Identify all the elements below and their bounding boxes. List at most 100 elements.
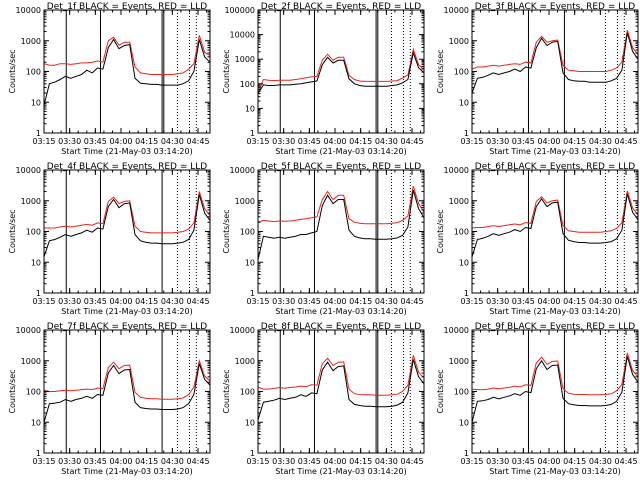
x-tick-label: 04:15	[349, 457, 372, 466]
x-tick-label: 04:45	[186, 297, 209, 306]
x-tick-label: 04:30	[375, 297, 398, 306]
chart-title: Det_2f BLACK = Events, RED = LLD	[261, 2, 421, 12]
y-tick-label: 10	[31, 258, 41, 267]
y-tick-label: 100	[454, 388, 469, 397]
x-tick-label: 04:15	[349, 297, 372, 306]
y-tick-label: 10	[245, 418, 255, 427]
x-tick-label: 04:45	[614, 297, 637, 306]
x-tick-label: 04:15	[135, 297, 158, 306]
plot-frame	[471, 9, 639, 134]
y-tick-label: 1000	[235, 55, 255, 64]
x-tick-label: 04:45	[400, 297, 423, 306]
y-tick-label: 10000	[230, 31, 255, 40]
x-tick-label: 03:45	[84, 297, 107, 306]
y-tick-label: 10	[459, 418, 469, 427]
x-tick-label: 03:15	[32, 297, 55, 306]
y-axis-label: Counts/sec	[8, 369, 17, 413]
chart-panel-det-7f: Det_7f BLACK = Events, RED = LLD 1 10 100 10…	[8, 322, 211, 476]
x-axis-label: Start Time (21-May-03 03:14:20)	[61, 307, 192, 316]
y-axis-label: Counts/sec	[436, 369, 445, 413]
y-tick-label: 1000	[449, 37, 469, 46]
y-tick-label: 10000	[16, 326, 41, 335]
y-tick-label: 1	[36, 449, 41, 458]
plot-frame	[257, 9, 425, 134]
chart-title: Det_3f BLACK = Events, RED = LLD	[475, 2, 635, 12]
chart-panel-det-4f: Det_4f BLACK = Events, RED = LLD 1 10 100 10…	[8, 162, 211, 316]
series-line-lld	[471, 30, 639, 72]
chart-title: Det_9f BLACK = Events, RED = LLD	[475, 322, 635, 332]
x-tick-label: 04:30	[161, 457, 184, 466]
series-line-events	[257, 190, 425, 260]
series-line-events	[257, 359, 425, 420]
x-tick-label: 03:30	[486, 297, 509, 306]
y-tick-label: 100000	[224, 6, 255, 15]
y-axis-label: Counts/sec	[8, 209, 17, 253]
y-tick-label: 1000	[449, 197, 469, 206]
x-tick-label: 03:45	[512, 457, 535, 466]
x-tick-label: 03:15	[460, 297, 483, 306]
chart-panel-det-1f: Det_1f BLACK = Events, RED = LLD 1 10 100 10…	[8, 2, 211, 156]
x-tick-label: 03:15	[246, 297, 269, 306]
x-tick-label: 04:00	[109, 457, 132, 466]
x-tick-label: 03:45	[512, 137, 535, 146]
x-axis-label: Start Time (21-May-03 03:14:20)	[489, 307, 620, 316]
x-tick-label: 03:15	[32, 137, 55, 146]
y-axis-label: Counts/sec	[222, 209, 231, 253]
chart-panel-det-2f: Det_2f BLACK = Events, RED = LLD 1 10 100 10…	[222, 2, 425, 156]
plot-frame	[43, 329, 211, 454]
plot-frame	[257, 169, 425, 294]
y-tick-label: 1	[250, 289, 255, 298]
x-tick-label: 04:30	[161, 297, 184, 306]
x-tick-label: 04:30	[375, 457, 398, 466]
x-tick-label: 04:00	[109, 137, 132, 146]
x-tick-label: 03:15	[460, 137, 483, 146]
series-line-lld	[43, 35, 211, 75]
x-tick-label: 03:15	[246, 137, 269, 146]
chart-title: Det_6f BLACK = Events, RED = LLD	[475, 162, 635, 172]
x-tick-label: 04:00	[323, 297, 346, 306]
series-line-events	[471, 356, 639, 423]
x-tick-label: 03:45	[512, 297, 535, 306]
y-axis-label: Counts/sec	[8, 49, 17, 93]
x-tick-label: 03:30	[272, 457, 295, 466]
y-tick-label: 10	[459, 258, 469, 267]
x-tick-label: 04:30	[375, 137, 398, 146]
y-tick-label: 10	[31, 418, 41, 427]
series-line-lld	[257, 47, 425, 94]
x-axis-label: Start Time (21-May-03 03:14:20)	[61, 467, 192, 476]
x-tick-label: 03:15	[32, 457, 55, 466]
series-line-events	[257, 51, 425, 94]
y-tick-label: 100	[26, 68, 41, 77]
y-tick-label: 10000	[444, 166, 469, 175]
y-tick-label: 1000	[235, 357, 255, 366]
y-tick-label: 1	[250, 449, 255, 458]
x-tick-label: 03:30	[486, 137, 509, 146]
x-axis-label: Start Time (21-May-03 03:14:20)	[275, 147, 406, 156]
x-tick-label: 04:45	[614, 137, 637, 146]
y-axis-label: Counts/sec	[222, 369, 231, 413]
series-line-lld	[43, 358, 211, 400]
x-tick-label: 04:30	[589, 137, 612, 146]
plot-frame	[43, 169, 211, 294]
y-tick-label: 100	[240, 228, 255, 237]
y-tick-label: 100	[454, 68, 469, 77]
x-tick-label: 04:30	[161, 137, 184, 146]
y-tick-label: 100	[26, 388, 41, 397]
y-tick-label: 1	[36, 289, 41, 298]
y-tick-label: 100	[26, 228, 41, 237]
x-tick-label: 03:45	[298, 297, 321, 306]
y-tick-label: 10	[245, 258, 255, 267]
x-tick-label: 03:45	[298, 137, 321, 146]
series-line-lld	[471, 352, 639, 396]
chart-panel-det-3f: Det_3f BLACK = Events, RED = LLD 1 10 100 10…	[436, 2, 639, 156]
y-axis-label: Counts/sec	[436, 209, 445, 253]
y-tick-label: 10000	[16, 6, 41, 15]
x-tick-label: 04:15	[563, 137, 586, 146]
x-tick-label: 04:45	[400, 137, 423, 146]
x-tick-label: 04:45	[400, 457, 423, 466]
x-tick-label: 04:45	[614, 457, 637, 466]
x-tick-label: 04:00	[537, 137, 560, 146]
y-tick-label: 10000	[444, 6, 469, 15]
series-line-events	[43, 194, 211, 257]
y-tick-label: 1000	[21, 197, 41, 206]
